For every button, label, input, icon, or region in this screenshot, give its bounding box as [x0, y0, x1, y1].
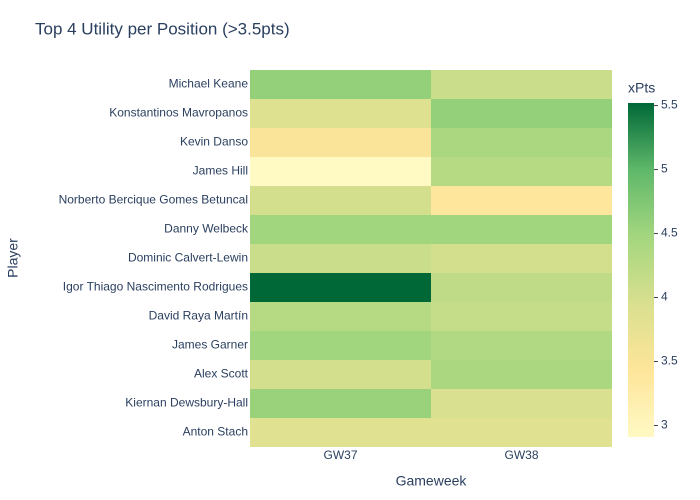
colorbar-tick-label: 4	[661, 290, 668, 304]
y-tick-label: Norberto Bercique Gomes Betuncal	[59, 193, 248, 207]
heatmap-cell	[431, 418, 612, 447]
heatmap-cell	[250, 244, 431, 273]
y-tick-label: David Raya Martín	[149, 309, 248, 323]
colorbar-tick-label: 5.5	[661, 98, 678, 112]
colorbar-title: xPts	[628, 80, 655, 96]
y-tick-label: Anton Stach	[183, 425, 248, 439]
heatmap-cell	[250, 186, 431, 215]
heatmap-cell	[431, 157, 612, 186]
heatmap-cell	[431, 99, 612, 128]
heatmap-cell	[250, 360, 431, 389]
y-axis-title: Player	[5, 238, 21, 278]
heatmap-cell	[431, 360, 612, 389]
y-tick-label: Danny Welbeck	[164, 222, 249, 236]
y-tick-label: Igor Thiago Nascimento Rodrigues	[63, 280, 248, 294]
x-tick-label: GW37	[323, 448, 357, 462]
colorbar	[628, 103, 654, 437]
x-tick-label: GW38	[504, 448, 538, 462]
y-tick-label: Kevin Danso	[180, 135, 248, 149]
heatmap-cell	[250, 215, 431, 244]
heatmap-cell	[250, 389, 431, 418]
colorbar-tick-label: 3	[661, 418, 668, 432]
heatmap-cell	[431, 331, 612, 360]
y-tick-label: James Garner	[172, 338, 248, 352]
heatmap-cell	[431, 302, 612, 331]
heatmap-cell	[250, 70, 431, 99]
heatmap-cell	[431, 128, 612, 157]
y-tick-label: Dominic Calvert-Lewin	[128, 251, 248, 265]
heatmap-cell	[431, 186, 612, 215]
y-tick-label: Alex Scott	[194, 367, 249, 381]
heatmap-cell	[250, 128, 431, 157]
heatmap-cell	[250, 331, 431, 360]
y-tick-label: Michael Keane	[169, 77, 249, 91]
heatmap-cell	[431, 389, 612, 418]
heatmap-cell	[250, 273, 431, 302]
heatmap-cell	[250, 418, 431, 447]
chart-title: Top 4 Utility per Position (>3.5pts)	[35, 19, 290, 38]
heatmap-cell	[431, 273, 612, 302]
colorbar-tick-label: 4.5	[661, 226, 678, 240]
x-axis-title: Gameweek	[396, 473, 468, 489]
heatmap-cell	[431, 215, 612, 244]
heatmap-cell	[431, 70, 612, 99]
heatmap-cell	[431, 244, 612, 273]
y-tick-label: Konstantinos Mavropanos	[109, 106, 248, 120]
y-tick-label: James Hill	[193, 164, 248, 178]
colorbar-tick-label: 5	[661, 162, 668, 176]
heatmap-cell	[250, 99, 431, 128]
heatmap-cell	[250, 302, 431, 331]
heatmap-cell	[250, 157, 431, 186]
colorbar-tick-label: 3.5	[661, 354, 678, 368]
y-tick-label: Kiernan Dewsbury-Hall	[125, 396, 248, 410]
